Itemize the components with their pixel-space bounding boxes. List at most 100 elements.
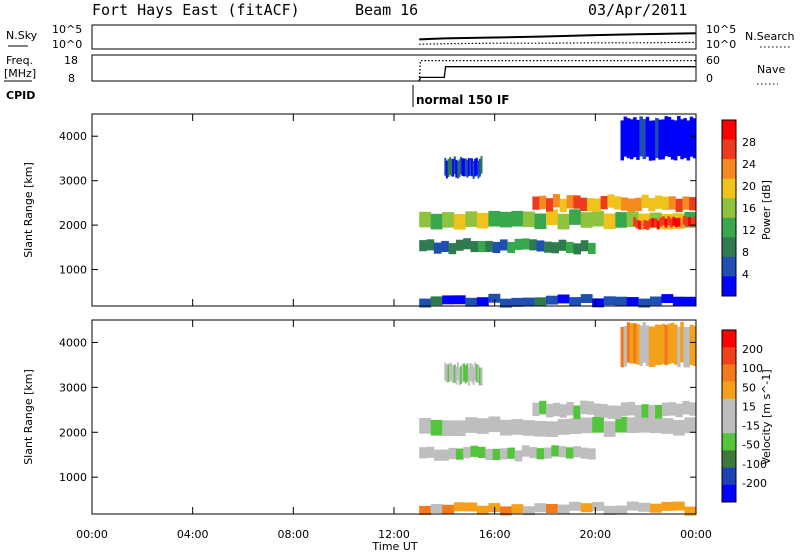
vel-cells-cell	[689, 402, 697, 416]
freq-left-label-2: [MHz]	[4, 67, 36, 80]
power-colorbar-swatch	[722, 276, 736, 297]
power-cells-cell	[449, 157, 452, 175]
vel-cells-cell	[544, 447, 552, 459]
power-cells-cell	[656, 220, 660, 230]
velocity-colorbar-tick: 15	[742, 400, 756, 413]
power-cells-cell	[629, 119, 634, 160]
vel-cells-cell	[592, 417, 605, 433]
power-cells-cell	[569, 209, 581, 225]
vel-cells-cell	[642, 322, 646, 363]
freq-left-label-1: Freq.	[6, 54, 33, 67]
cpid-mode: normal 150 IF	[416, 93, 510, 107]
power-ytick-label: 4000	[59, 130, 87, 143]
vel-cells-cell	[442, 420, 455, 436]
vel-cells-cell	[636, 324, 640, 365]
power-cells-cell	[683, 118, 687, 159]
vel-cells-cell	[442, 504, 455, 514]
power-cells-cell	[534, 297, 547, 307]
vel-cells-cell	[649, 503, 662, 513]
power-cells-cell	[465, 211, 478, 227]
vel-cells-cell	[430, 504, 443, 513]
velocity-colorbar-swatch	[722, 433, 736, 451]
freq-series-0	[418, 66, 696, 82]
power-cells-cell	[580, 212, 593, 228]
velocity-colorbar-swatch	[722, 467, 736, 486]
freq-right-tick-bottom: 0	[706, 72, 713, 85]
power-cells-cell	[546, 198, 554, 212]
power-colorbar-swatch	[722, 217, 736, 238]
power-cells-cell	[638, 220, 642, 230]
power-cells-cell	[685, 217, 689, 227]
vel-cells-cell	[463, 363, 466, 382]
power-cells-cell	[603, 296, 616, 306]
power-cells-cell	[474, 158, 477, 177]
velocity-ytick-label: 4000	[59, 336, 87, 349]
vel-cells-cell	[467, 367, 470, 386]
power-colorbar-swatch	[722, 237, 736, 258]
vel-cells-cell	[453, 364, 456, 383]
power-cells-cell	[433, 242, 442, 254]
vel-cells-cell	[452, 365, 455, 384]
power-cells-cell	[593, 198, 601, 212]
power-cells-cell	[566, 241, 574, 253]
power-cells-cell	[488, 210, 501, 227]
vel-cells-cell	[615, 416, 628, 433]
vel-cells-cell	[551, 445, 559, 457]
power-cells-cell	[539, 195, 547, 210]
power-colorbar-swatch	[722, 139, 736, 160]
power-colorbar-frame	[721, 119, 737, 297]
vel-cells-cell	[433, 449, 442, 461]
vel-cells-cell	[569, 418, 581, 434]
noise-right-tick-bottom: 10^0	[706, 38, 736, 51]
power-cells-cell	[485, 240, 493, 252]
power-cells-cell	[499, 239, 508, 251]
power-cells-cell	[648, 198, 656, 212]
power-cells-cell	[603, 213, 616, 230]
power-cells-cell	[661, 196, 670, 210]
power-cells-cell	[492, 241, 501, 253]
vel-cells-cell	[455, 366, 458, 385]
velocity-colorbar-tick: -15	[742, 420, 760, 433]
vel-cells-cell	[426, 446, 435, 458]
power-cells-cell	[488, 293, 501, 303]
vel-cells-cell	[557, 419, 570, 435]
vel-cells-cell	[661, 418, 674, 434]
vel-cells-cell	[463, 447, 471, 459]
power-cells-cell	[675, 218, 678, 228]
power-ytick-label: 3000	[59, 175, 87, 188]
vel-cells-cell	[655, 404, 663, 419]
noise-left-label: N.Sky	[6, 29, 38, 42]
vel-cells-cell	[447, 364, 450, 383]
power-cells-cell	[455, 159, 458, 178]
power-colorbar-tick: 16	[742, 202, 756, 215]
power-cells-cell	[680, 218, 684, 228]
velocity-ylabel: Slant Range [km]	[22, 369, 35, 465]
power-colorbar-swatch	[722, 256, 736, 277]
power-cells-cell	[607, 194, 615, 208]
power-cells-cell	[569, 297, 581, 306]
vel-cells-cell	[607, 405, 615, 419]
power-colorbar-tick: 20	[742, 180, 756, 193]
velocity-colorbar-tick: -200	[742, 477, 767, 490]
power-cells-cell	[463, 158, 466, 177]
power-colorbar-tick: 8	[742, 246, 749, 259]
power-cells-cell	[686, 120, 691, 161]
vel-cells-cell	[460, 365, 463, 384]
power-cells-cell	[476, 212, 489, 229]
vel-cells-cell	[466, 363, 469, 382]
vel-cells-cell	[445, 364, 448, 383]
velocity-colorbar-tick: 50	[742, 381, 756, 394]
vel-cells-cell	[664, 324, 668, 366]
power-cells-cell	[532, 196, 540, 210]
velocity-colorbar-swatch	[722, 450, 736, 468]
power-cells-cell	[469, 158, 472, 176]
vel-cells-cell	[684, 506, 697, 516]
vel-cells-cell	[675, 403, 683, 418]
power-cells-cell	[680, 119, 684, 160]
velocity-heatmap	[419, 322, 697, 516]
vel-cells-cell	[532, 402, 540, 417]
power-cells-cell	[592, 298, 605, 308]
vel-cells-cell	[588, 448, 596, 460]
vel-cells-cell	[430, 419, 443, 436]
